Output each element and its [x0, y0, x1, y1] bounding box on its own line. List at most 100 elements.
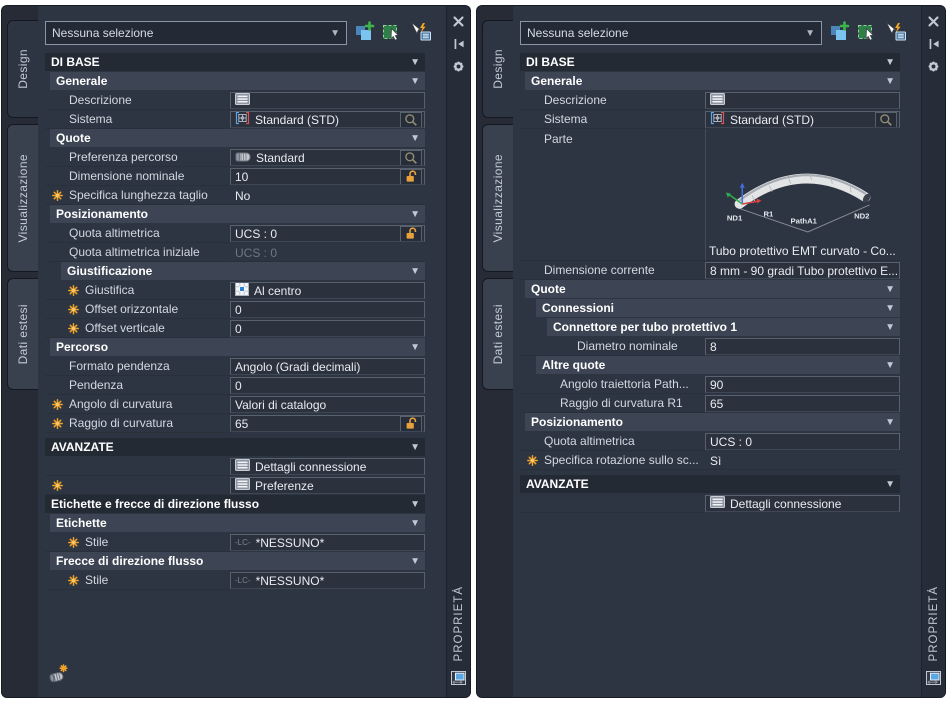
section-header-bar[interactable]: Quote ▼ — [50, 129, 425, 148]
chevron-down-icon[interactable]: ▼ — [885, 56, 895, 68]
section-header-bar[interactable]: AVANZATE ▼ — [45, 438, 425, 457]
tab-visualizzazione[interactable]: Visualizzazione — [482, 124, 513, 272]
palette-titlebar: PROPRIETÀ — [446, 6, 470, 697]
property-value[interactable] — [705, 92, 900, 109]
search-button[interactable] — [400, 150, 422, 165]
search-button[interactable] — [875, 112, 897, 127]
property-value[interactable]: No — [230, 186, 425, 205]
palette-title: PROPRIETÀ — [927, 585, 940, 661]
property-value[interactable]: 90 — [705, 376, 900, 393]
chevron-down-icon[interactable]: ▼ — [410, 75, 420, 87]
section-header-bar[interactable]: Connessioni ▼ — [536, 299, 900, 318]
section-header-bar[interactable]: Giustificazione ▼ — [61, 262, 425, 281]
chevron-down-icon[interactable]: ▼ — [410, 208, 420, 220]
chevron-down-icon[interactable]: ▼ — [885, 478, 895, 490]
chevron-down-icon[interactable]: ▼ — [885, 321, 895, 333]
property-value[interactable]: Standard (STD) — [230, 111, 425, 128]
chevron-down-icon[interactable]: ▼ — [410, 555, 420, 567]
property-label-text: Angolo di curvatura — [69, 397, 173, 411]
tab-design[interactable]: Design — [482, 20, 513, 118]
property-value[interactable]: UCS : 0 — [230, 243, 425, 262]
section-header-giustificazione: Giustificazione ▼ — [45, 262, 425, 281]
section-header-bar[interactable]: Generale ▼ — [525, 72, 900, 91]
section-header-bar[interactable]: Etichette ▼ — [50, 514, 425, 533]
select-objects-button[interactable] — [883, 22, 907, 44]
lock-button[interactable] — [400, 169, 422, 184]
property-value[interactable]: UCS : 0 — [705, 433, 900, 450]
section-header-bar[interactable]: Altre quote ▼ — [536, 356, 900, 375]
close-button[interactable] — [451, 15, 467, 29]
property-value[interactable]: Angolo (Gradi decimali) — [230, 358, 425, 375]
lock-button[interactable] — [400, 416, 422, 431]
tab-visualizzazione[interactable]: Visualizzazione — [7, 124, 38, 272]
settings-button[interactable] — [451, 61, 467, 75]
property-value[interactable]: Sì — [705, 451, 900, 470]
chevron-down-icon[interactable]: ▼ — [410, 265, 420, 277]
auto-hide-button[interactable] — [451, 38, 467, 52]
selection-dropdown[interactable]: Nessuna selezione ▼ — [45, 21, 347, 45]
section-header-bar[interactable]: Connettore per tubo protettivo 1 ▼ — [547, 318, 900, 337]
chevron-down-icon[interactable]: ▼ — [410, 498, 420, 510]
section-header-bar[interactable]: DI BASE ▼ — [520, 53, 900, 72]
section-header-bar[interactable]: Percorso ▼ — [50, 338, 425, 357]
quick-select-button[interactable] — [855, 22, 879, 44]
lock-button[interactable] — [400, 226, 422, 241]
chevron-down-icon[interactable]: ▼ — [410, 132, 420, 144]
property-value[interactable]: Preferenze — [230, 477, 425, 494]
select-objects-button[interactable] — [408, 22, 432, 44]
chevron-down-icon[interactable]: ▼ — [885, 359, 895, 371]
search-button[interactable] — [400, 112, 422, 127]
settings-button[interactable] — [926, 61, 942, 75]
property-value[interactable]: -LC- *NESSUNO* — [230, 572, 425, 589]
property-value[interactable]: Al centro — [230, 282, 425, 299]
chevron-down-icon[interactable]: ▼ — [410, 441, 420, 453]
section-header-bar[interactable]: Etichette e frecce di direzione flusso ▼ — [45, 495, 425, 514]
property-value[interactable]: 65 — [230, 415, 425, 432]
property-value[interactable]: Valori di catalogo — [230, 396, 425, 413]
property-value[interactable]: 0 — [230, 301, 425, 318]
chevron-down-icon[interactable]: ▼ — [885, 75, 895, 87]
property-value[interactable]: -LC- *NESSUNO* — [230, 534, 425, 551]
selection-dropdown[interactable]: Nessuna selezione ▼ — [520, 21, 822, 45]
chevron-down-icon[interactable]: ▼ — [885, 302, 895, 314]
chevron-down-icon[interactable]: ▼ — [410, 517, 420, 529]
property-value[interactable]: Standard — [230, 149, 425, 166]
chevron-down-icon[interactable]: ▼ — [410, 341, 420, 353]
add-to-selection-button[interactable] — [827, 21, 851, 44]
property-value[interactable]: 8 — [705, 338, 900, 355]
tab-dati-estesi[interactable]: Dati estesi — [7, 278, 38, 390]
property-row-giustifica: Giustifica Al centro — [45, 281, 425, 300]
section-header-bar[interactable]: Frecce di direzione flusso ▼ — [50, 552, 425, 571]
chevron-down-icon[interactable]: ▼ — [885, 283, 895, 295]
property-value[interactable] — [230, 92, 425, 109]
chevron-down-icon[interactable]: ▼ — [885, 416, 895, 428]
add-to-selection-button[interactable] — [352, 21, 376, 44]
property-value[interactable]: Standard (STD) — [705, 111, 900, 128]
close-button[interactable] — [926, 15, 942, 29]
section-header-bar[interactable]: Quote ▼ — [525, 280, 900, 299]
part-preview-cell[interactable]: ND1 R1 PathA1 ND2 Tubo protettivo EMT curvat… — [705, 129, 900, 261]
section-header-bar[interactable]: Generale ▼ — [50, 72, 425, 91]
section-header-bar[interactable]: AVANZATE ▼ — [520, 475, 900, 494]
property-value[interactable]: 0 — [230, 320, 425, 337]
property-value[interactable]: 8 mm - 90 gradi Tubo protettivo E... — [705, 262, 900, 279]
section-header-bar[interactable]: Posizionamento ▼ — [50, 205, 425, 224]
pin-icon — [453, 38, 465, 53]
details-icon — [235, 459, 250, 474]
quick-select-button[interactable] — [380, 22, 404, 44]
auto-hide-button[interactable] — [926, 38, 942, 52]
property-value[interactable]: 10 — [230, 168, 425, 185]
property-value[interactable]: 0 — [230, 377, 425, 394]
property-value-text: *NESSUNO* — [255, 535, 325, 550]
tab-design[interactable]: Design — [7, 20, 38, 118]
property-value[interactable]: 65 — [705, 395, 900, 412]
property-label-text: Offset orizzontale — [85, 302, 179, 316]
section-header-bar[interactable]: Posizionamento ▼ — [525, 413, 900, 432]
property-value[interactable]: Dettagli connessione — [705, 495, 900, 512]
tab-dati-estesi[interactable]: Dati estesi — [482, 278, 513, 390]
property-value[interactable]: UCS : 0 — [230, 225, 425, 242]
section-header-bar[interactable]: DI BASE ▼ — [45, 53, 425, 72]
chevron-down-icon[interactable]: ▼ — [410, 56, 420, 68]
property-value[interactable]: Dettagli connessione — [230, 458, 425, 475]
property-value-text: 8 — [710, 339, 717, 354]
